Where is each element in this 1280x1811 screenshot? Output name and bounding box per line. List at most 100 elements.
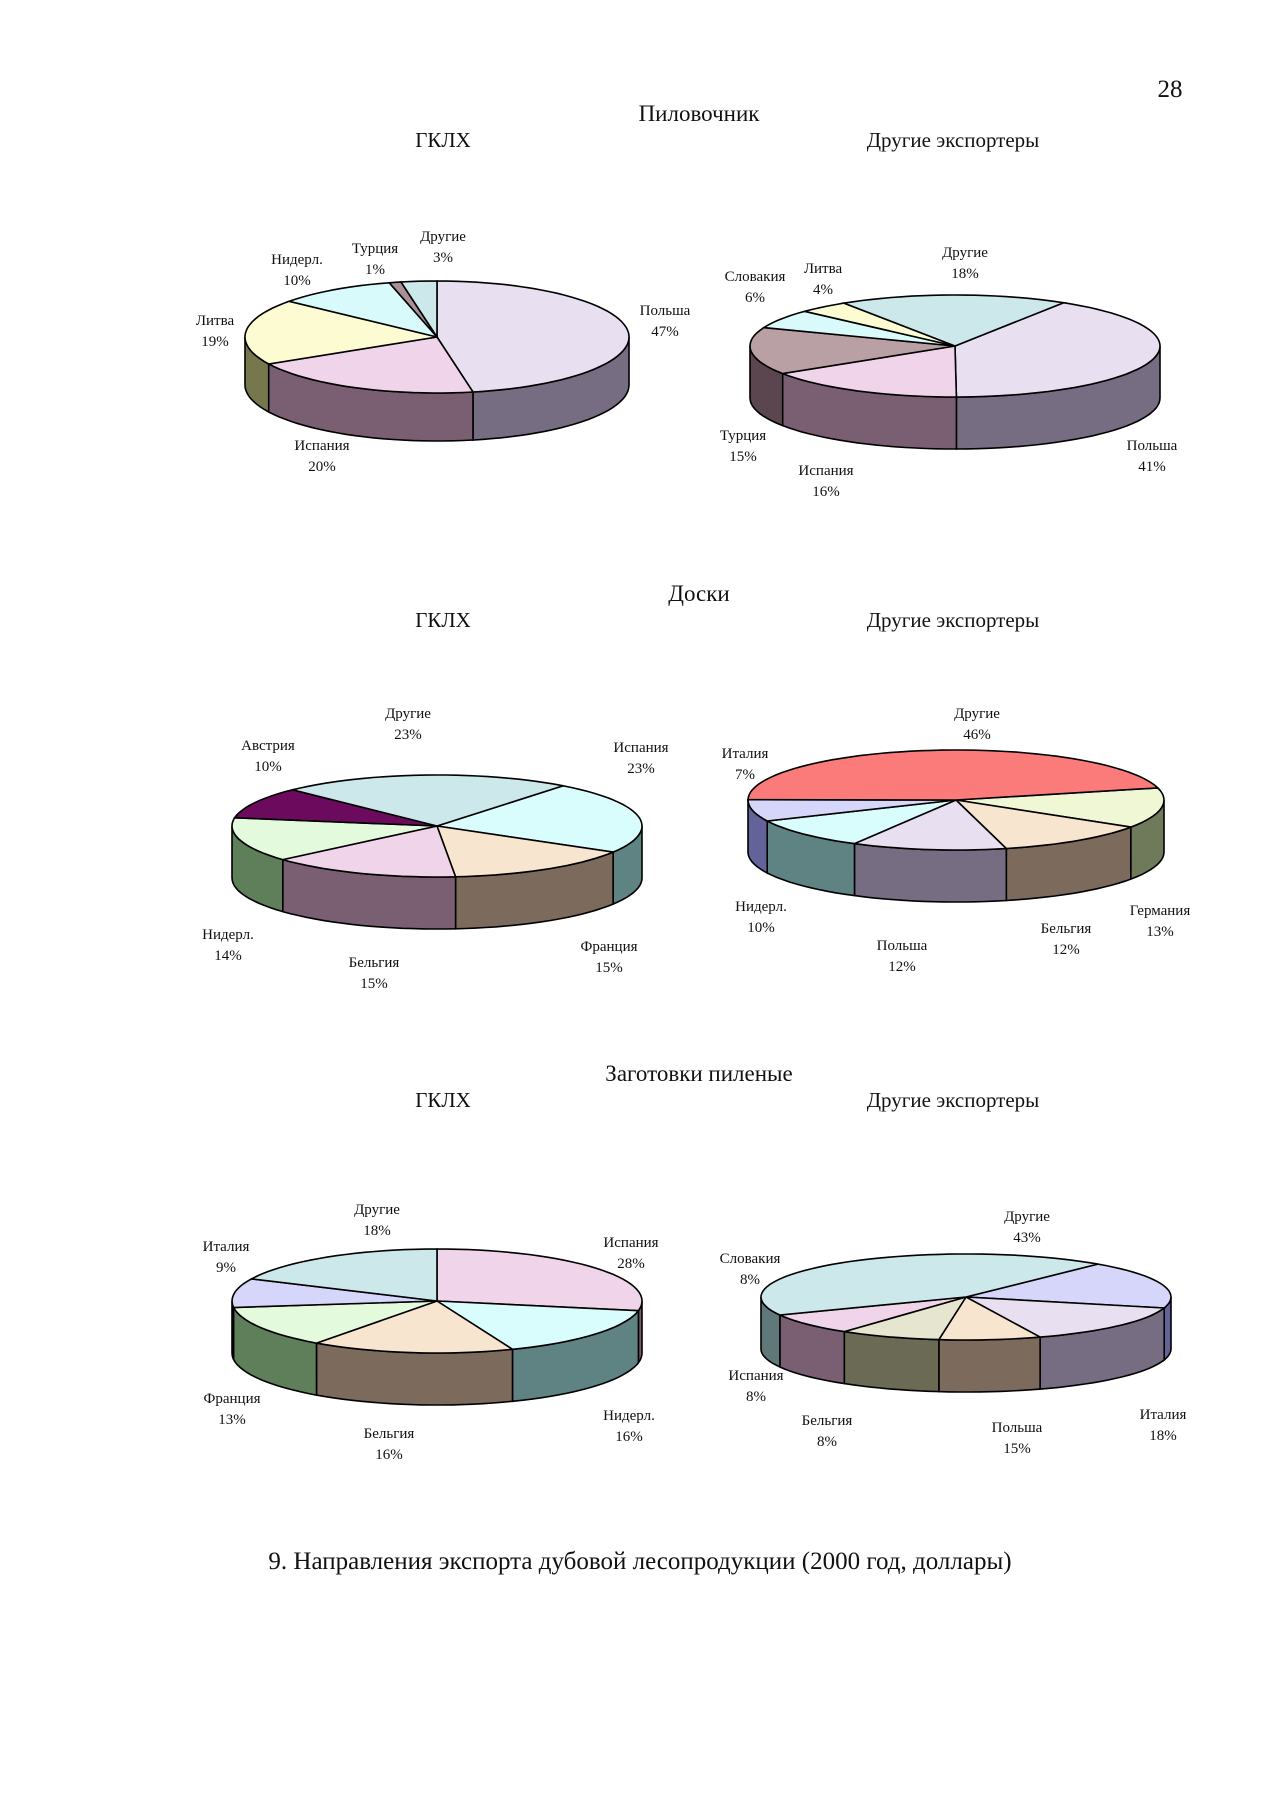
pie-value-Литва: 4% — [813, 282, 833, 298]
pie-slice-Литва — [244, 300, 438, 365]
pie-slice-Польша — [436, 280, 630, 393]
pie-label-Нидерл.: Нидерл. — [271, 252, 323, 268]
pie-slice-Другие — [840, 294, 1067, 347]
pie-side-Бельгия — [938, 1336, 1041, 1393]
pie-chart-4: Германия 13% Бельгия 12% Польша 12% Нидерл. 10%… — [722, 706, 1191, 975]
section-title-sawlogs: Пиловочник — [638, 101, 760, 126]
pie-value-Бельгия: 12% — [1052, 942, 1080, 958]
section-title-boards: Доски — [668, 581, 730, 606]
pie-value-Испания: 23% — [627, 761, 655, 777]
pie-label-Франция: Франция — [204, 1391, 261, 1407]
pie-label-Бельгия: Бельгия — [802, 1413, 853, 1429]
pie-slice-Австрия — [233, 788, 438, 827]
pie-value-Словакия: 8% — [740, 1272, 760, 1288]
subtitle-sawlogs-others: Другие экспортеры — [866, 128, 1040, 152]
pie-value-Польша: 47% — [651, 324, 679, 340]
pie-label-Германия: Германия — [1130, 903, 1191, 919]
pie-value-Другие: 18% — [951, 266, 979, 282]
pie-slice-Франция — [435, 825, 617, 878]
pie-slice-Бельгия — [953, 798, 1132, 850]
pie-slice-Испания — [436, 1248, 643, 1312]
figure-caption: 9. Направления экспорта дубовой лесопрод… — [268, 1548, 1012, 1575]
pie-value-Турция: 15% — [729, 449, 757, 465]
pie-value-Другие: 46% — [963, 727, 991, 743]
pie-label-Польша: Польша — [877, 938, 928, 954]
pie-slice-Испания — [844, 1295, 968, 1341]
pie-value-Италия: 18% — [1149, 1428, 1177, 1444]
pie-side-Италия — [231, 1300, 235, 1360]
pie-label-Бельгия: Бельгия — [349, 955, 400, 971]
pie-label-Литва: Литва — [804, 261, 843, 277]
pie-slice-Бельгия — [282, 825, 457, 878]
pie-value-Германия: 13% — [1146, 924, 1174, 940]
pie-label-Италия: Италия — [722, 746, 769, 762]
pie-slice-Другие — [248, 1248, 438, 1302]
pie-slice-Польша — [965, 1296, 1167, 1338]
pie-label-Испания: Испания — [603, 1235, 658, 1251]
pie-label-Словакия: Словакия — [720, 1251, 781, 1267]
pie-side-Испания — [843, 1330, 940, 1393]
pie-slice-Италия — [231, 1278, 438, 1309]
pie-value-Италия: 7% — [735, 767, 755, 783]
pie-label-Испания: Испания — [613, 740, 668, 756]
pie-slice-Польша — [851, 799, 1009, 851]
pie-slice-Италия — [965, 1263, 1172, 1309]
pie-label-Италия: Италия — [1140, 1407, 1187, 1423]
pie-label-Другие: Другие — [354, 1202, 400, 1218]
pie-value-Другие: 23% — [394, 727, 422, 743]
pie-slice-Испания — [436, 784, 643, 853]
pie-value-Бельгия: 15% — [360, 976, 388, 992]
pie-slice-Турция — [749, 326, 956, 375]
pie-value-Словакия: 6% — [745, 290, 765, 306]
pie-slice-Другие — [747, 749, 1160, 801]
pie-label-Турция: Турция — [352, 241, 398, 257]
pie-label-Нидерл.: Нидерл. — [735, 899, 787, 915]
pie-value-Другие: 43% — [1013, 1230, 1041, 1246]
pie-value-Литва: 19% — [201, 334, 229, 350]
pie-slice-Италия — [747, 798, 957, 822]
pie-label-Другие: Другие — [942, 245, 988, 261]
pie-slice-Испания — [266, 336, 475, 394]
pie-value-Другие: 3% — [433, 250, 453, 266]
pie-value-Бельгия: 16% — [375, 1447, 403, 1463]
pie-value-Турция: 1% — [365, 262, 385, 278]
pie-label-Словакия: Словакия — [725, 269, 786, 285]
pie-value-Нидерл.: 10% — [747, 920, 775, 936]
page-number: 28 — [1157, 76, 1183, 103]
pie-value-Нидерл.: 10% — [283, 273, 311, 289]
pie-label-Бельгия: Бельгия — [1041, 921, 1092, 937]
pie-slice-Испания — [779, 345, 958, 398]
pie-value-Франция: 13% — [218, 1412, 246, 1428]
pie-slice-Словакия — [776, 1296, 967, 1333]
pie-slice-Нидерл. — [764, 799, 957, 845]
pie-label-Италия: Италия — [203, 1239, 250, 1255]
pie-value-Франция: 15% — [595, 960, 623, 976]
pie-label-Другие: Другие — [1004, 1209, 1050, 1225]
pie-value-Бельгия: 8% — [817, 1434, 837, 1450]
pie-value-Испания: 28% — [617, 1256, 645, 1272]
pie-slice-Другие — [399, 280, 438, 340]
pie-label-Польша: Польша — [1127, 438, 1178, 454]
pie-slice-Другие — [292, 774, 564, 827]
pie-chart-2: Польша 41% Испания 16% Турция 15% Словакия 6% Ли… — [720, 245, 1178, 500]
pie-label-Франция: Франция — [581, 939, 638, 955]
pie-slice-Бельгия — [937, 1295, 1043, 1341]
pie-value-Нидерл.: 14% — [214, 948, 242, 964]
subtitle-sawlogs-gklh: ГКЛХ — [415, 128, 471, 152]
subtitle-boards-others: Другие экспортеры — [866, 608, 1040, 632]
section-title-blanks: Заготовки пиленые — [605, 1061, 793, 1086]
pie-label-Бельгия: Бельгия — [364, 1426, 415, 1442]
pie-slice-Нидерл. — [286, 281, 440, 339]
pie-value-Нидерл.: 16% — [615, 1429, 643, 1445]
pie-label-Испания: Испания — [294, 438, 349, 454]
pie-label-Испания: Испания — [728, 1368, 783, 1384]
pie-chart-5: Испания 28% Нидерл. 16% Бельгия 16% Франция 13%… — [203, 1202, 659, 1463]
pie-value-Италия: 9% — [216, 1260, 236, 1276]
pie-label-Другие: Другие — [385, 706, 431, 722]
subtitle-blanks-gklh: ГКЛХ — [415, 1088, 471, 1112]
subtitle-boards-gklh: ГКЛХ — [415, 608, 471, 632]
pie-chart-6: Италия 18% Польша 15% Бельгия 8% Испания 8% Слов… — [720, 1209, 1187, 1457]
pie-label-Другие: Другие — [420, 229, 466, 245]
